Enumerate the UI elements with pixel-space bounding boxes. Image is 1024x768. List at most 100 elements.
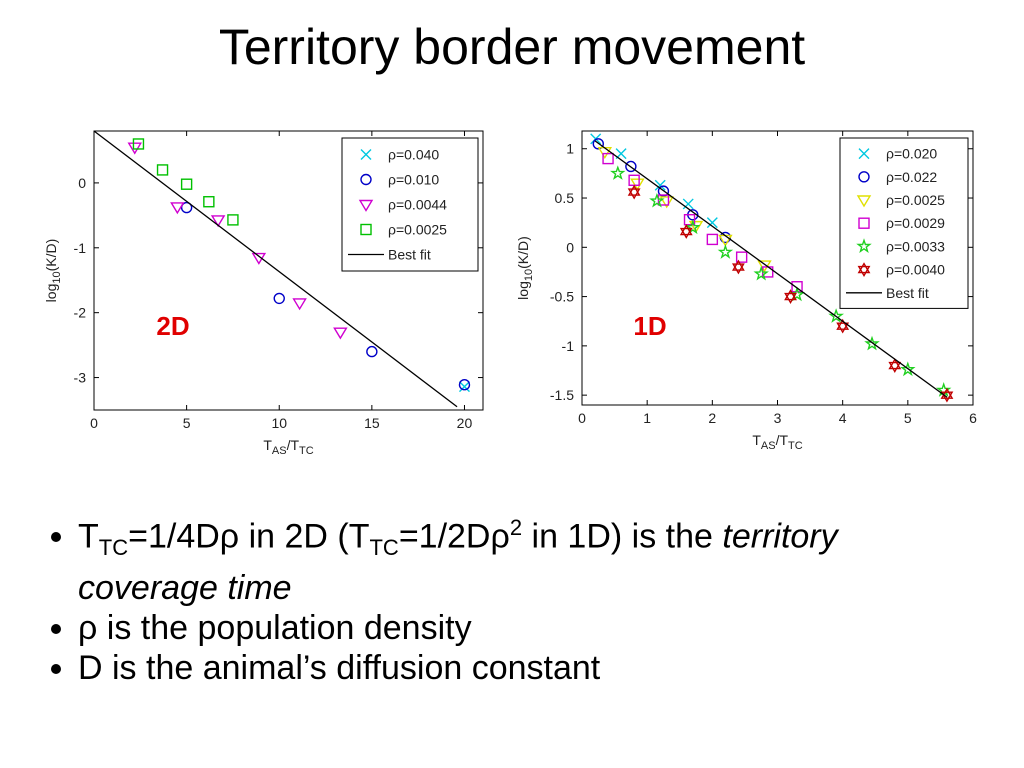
data-point xyxy=(156,164,169,176)
data-point xyxy=(706,217,718,229)
x-label-part: T xyxy=(752,432,761,448)
legend-swatch xyxy=(360,173,372,186)
bullet-text: 2 xyxy=(509,515,523,540)
data-point xyxy=(679,224,693,239)
charts: 0 5 10 15 20-3-2-10TAS/TTClog10(K/D)ρ=0.040ρ… xyxy=(43,130,977,457)
data-point xyxy=(180,178,193,190)
legend-label: ρ=0.020 xyxy=(886,146,937,162)
data-point xyxy=(649,192,665,208)
data-point xyxy=(940,387,954,403)
x-tick-label: 6 xyxy=(969,410,977,426)
annotation: 1D xyxy=(633,311,666,341)
bullet-text: TC xyxy=(98,535,129,561)
y-label-part: 10 xyxy=(51,271,63,283)
x-label-part: TC xyxy=(788,440,803,452)
data-point xyxy=(688,220,704,233)
data-point xyxy=(180,201,193,214)
best-fit-line xyxy=(594,140,948,398)
y-label-part: (K/D) xyxy=(43,239,59,272)
data-point xyxy=(683,214,696,226)
x-label-part: /T xyxy=(776,432,789,448)
data-point xyxy=(203,196,215,208)
y-tick-label: 1 xyxy=(566,141,574,157)
data-point xyxy=(828,308,845,323)
bullet: D is the animal’s diffusion constant xyxy=(78,648,908,688)
y-label-part: log xyxy=(43,284,59,303)
data-point xyxy=(627,184,641,200)
data-point xyxy=(227,214,239,226)
legend-swatch xyxy=(856,195,872,208)
legend-swatch xyxy=(358,199,374,212)
bullet-text: =1/4Dρ in 2D (T xyxy=(128,517,370,556)
x-tick-label: 3 xyxy=(774,410,782,426)
x-tick-label: 1 xyxy=(643,410,651,426)
data-point xyxy=(366,345,378,358)
data-point xyxy=(657,194,670,206)
scatter-chart: 0 1 2 3 4 5 6 -1.5 -1 -0.5 0 0.5 1 TAS/TTC log10(K/D) ρ… xyxy=(515,130,977,452)
x-axis-label: TAS/TTC xyxy=(263,437,313,457)
legend-swatch xyxy=(360,223,372,236)
data-point xyxy=(292,298,307,311)
data-point xyxy=(888,358,902,373)
legend-label: ρ=0.0029 xyxy=(886,215,945,231)
x-label-part: TC xyxy=(299,445,314,457)
bullet-text: T xyxy=(78,517,99,556)
y-tick-label: -1 xyxy=(74,240,87,256)
data-point xyxy=(610,165,626,180)
x-label-part: /T xyxy=(287,437,300,453)
legend-label: ρ=0.0044 xyxy=(388,197,447,213)
data-point xyxy=(625,160,637,173)
y-tick-label: -1 xyxy=(562,338,575,354)
annotation: 2D xyxy=(156,311,189,341)
x-tick-label: 5 xyxy=(904,410,912,426)
data-point xyxy=(836,318,850,334)
legend-swatch xyxy=(360,149,372,160)
bullet-text: =1/2Dρ xyxy=(398,517,510,556)
x-label-part: AS xyxy=(761,440,776,452)
legend-label: ρ=0.0040 xyxy=(886,262,945,278)
y-label-part: log xyxy=(515,281,531,300)
data-point xyxy=(602,152,614,165)
y-tick-label: -3 xyxy=(74,370,87,386)
bullet-text: ρ is the population density xyxy=(78,609,472,648)
legend-swatch xyxy=(858,171,870,183)
data-point xyxy=(630,178,645,191)
data-point xyxy=(753,265,769,281)
x-tick-label: 5 xyxy=(183,415,191,431)
x-tick-label: 0 xyxy=(578,410,586,426)
data-point xyxy=(900,361,916,377)
x-tick-label: 15 xyxy=(364,415,380,431)
y-axis-label: log10(K/D) xyxy=(43,239,63,303)
data-point xyxy=(333,327,348,340)
y-tick-label: 0 xyxy=(566,239,574,255)
y-tick-label: -2 xyxy=(74,305,87,321)
y-label-part: 10 xyxy=(523,269,535,281)
y-tick-label: 0.5 xyxy=(555,190,575,206)
data-point xyxy=(654,179,666,191)
bullet-text: D is the animal’s diffusion constant xyxy=(78,649,601,688)
bullet: TTC=1/4Dρ in 2D (TTC=1/2Dρ2 in 1D) is th… xyxy=(78,508,908,608)
data-point xyxy=(657,185,670,197)
data-point xyxy=(706,233,719,246)
legend-label: Best fit xyxy=(886,285,929,301)
y-axis-label: log10(K/D) xyxy=(515,236,535,300)
data-point xyxy=(210,215,226,228)
data-point xyxy=(791,281,803,293)
bullet-text: in 1D) is the xyxy=(522,517,723,556)
data-point xyxy=(731,259,745,275)
bullet-text: territory coverage time xyxy=(78,517,838,608)
legend-label: ρ=0.022 xyxy=(886,169,937,185)
data-point xyxy=(682,198,694,210)
bullet: ρ is the population density xyxy=(78,608,908,648)
y-tick-label: -1.5 xyxy=(550,387,574,403)
data-point xyxy=(864,335,880,351)
legend-label: ρ=0.0025 xyxy=(886,192,945,208)
data-point xyxy=(685,219,701,235)
legend-box xyxy=(341,137,479,272)
data-point xyxy=(170,202,185,215)
best-fit-line xyxy=(93,130,458,408)
y-tick-label: 0 xyxy=(78,175,86,191)
legend-swatch xyxy=(858,148,870,160)
data-point xyxy=(789,286,805,302)
